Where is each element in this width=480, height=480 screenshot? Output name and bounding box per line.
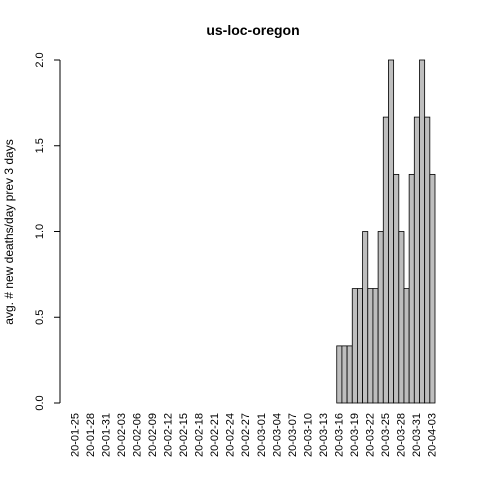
- x-tick-label: 20-01-28: [85, 413, 97, 457]
- bar-20-03-17: [341, 345, 348, 404]
- bar-20-03-30: [408, 173, 415, 404]
- bar-20-03-22: [367, 288, 374, 404]
- bar-20-04-01: [419, 59, 426, 404]
- bar-20-03-25: [382, 116, 389, 404]
- x-tick-label: 20-02-18: [194, 413, 206, 457]
- x-tick-label: 20-03-10: [302, 413, 314, 457]
- bar-20-03-27: [393, 173, 400, 404]
- x-tick-label: 20-03-31: [411, 413, 423, 457]
- x-tick-label: 20-01-31: [101, 413, 113, 457]
- x-tick-label: 20-03-04: [271, 413, 283, 457]
- x-tick-label: 20-03-22: [364, 413, 376, 457]
- x-tick-label: 20-04-03: [426, 413, 438, 457]
- x-tick-label: 20-03-13: [318, 413, 330, 457]
- bar-20-03-29: [403, 288, 410, 404]
- y-axis: 0.0 0.5 1.0 1.5 2.0: [34, 52, 61, 411]
- y-tick-label: 0.0: [34, 395, 46, 410]
- bar-20-03-21: [362, 231, 369, 404]
- bar-20-03-28: [398, 231, 405, 404]
- x-tick-label: 20-03-16: [333, 413, 345, 457]
- bar-20-03-20: [357, 288, 363, 404]
- bar-20-03-16: [336, 345, 343, 404]
- x-tick-label: 20-02-15: [178, 413, 190, 457]
- y-tick-label: 1.0: [34, 224, 46, 239]
- bar-20-03-26: [388, 59, 395, 404]
- bar-20-03-19: [351, 288, 358, 404]
- x-tick-label: 20-02-09: [147, 413, 159, 457]
- x-tick-label: 20-03-25: [380, 413, 392, 457]
- x-tick-label: 20-02-27: [240, 413, 252, 457]
- y-axis-label: avg. # new deaths/day prev 3 days: [2, 139, 16, 324]
- bar-20-03-24: [377, 231, 384, 404]
- bars: [336, 59, 436, 404]
- x-tick-label: 20-02-21: [209, 413, 221, 457]
- y-tick-label: 1.5: [34, 138, 46, 153]
- x-tick-label: 20-02-12: [163, 413, 175, 457]
- y-tick-label: 0.5: [34, 310, 46, 325]
- x-tick-label: 20-03-28: [395, 413, 407, 457]
- bar-20-04-02: [424, 116, 431, 404]
- bar-20-04-03: [429, 173, 436, 404]
- y-tick-label: 2.0: [34, 52, 46, 67]
- x-tick-label: 20-02-24: [225, 413, 237, 457]
- bar-20-03-18: [346, 345, 353, 404]
- x-tick-label: 20-03-19: [349, 413, 361, 457]
- chart-title: us-loc-oregon: [206, 22, 299, 38]
- x-tick-label: 20-01-25: [70, 413, 82, 457]
- bar-20-03-31: [413, 116, 420, 404]
- x-tick-label: 20-02-03: [116, 413, 128, 457]
- x-tick-label: 20-03-01: [256, 413, 268, 457]
- x-axis: 20-01-25 20-01-28 20-01-31 20-02-03 20-02-06…: [70, 413, 439, 457]
- x-tick-label: 20-02-06: [132, 413, 144, 457]
- bar-20-03-23: [372, 288, 379, 404]
- x-tick-label: 20-03-07: [287, 413, 299, 457]
